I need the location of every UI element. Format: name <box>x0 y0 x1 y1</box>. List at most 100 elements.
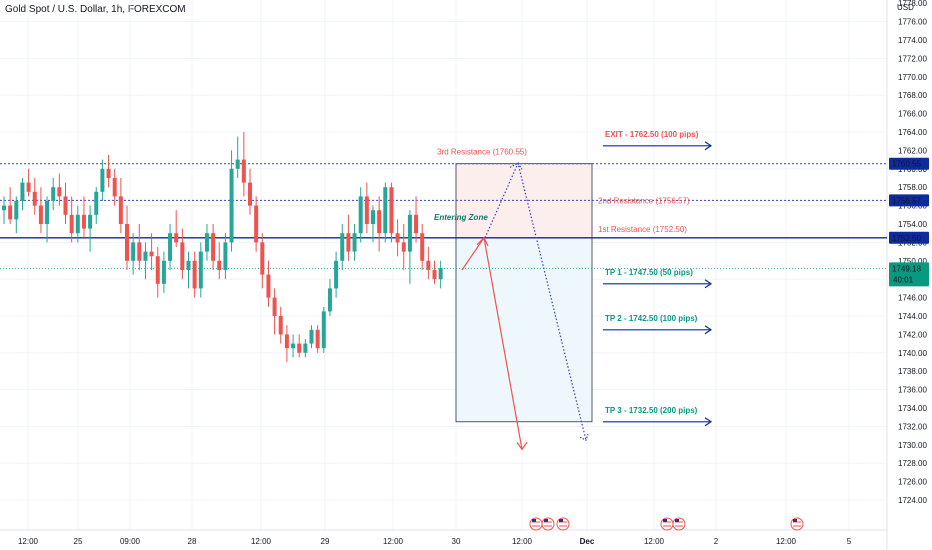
y-tick-label: 1724.00 <box>898 496 927 505</box>
candle-body <box>340 233 345 261</box>
candle-body <box>14 201 19 220</box>
candle-body <box>20 182 25 201</box>
candle-body <box>204 233 209 252</box>
label-tp3-arrow-head <box>704 417 713 427</box>
candle-body <box>180 242 185 270</box>
candle-body <box>112 178 117 197</box>
label-tp1: TP 1 - 1747.50 (50 pips) <box>605 268 693 277</box>
red-arrow-head-up <box>476 236 489 247</box>
candle-body <box>297 343 302 353</box>
x-tick-label: 12:00 <box>383 537 404 546</box>
us-flag-canton <box>532 519 536 522</box>
label-2nd-resistance: 2nd Resistance (1756.57) <box>598 196 690 205</box>
label-exit: EXIT - 1762.50 (100 pips) <box>605 130 699 139</box>
candle-body <box>81 214 86 229</box>
x-tick-label: 25 <box>74 537 83 546</box>
x-tick-label: 12:00 <box>776 537 797 546</box>
candle-body <box>57 187 62 197</box>
candle-body <box>248 182 252 206</box>
candle-body <box>186 260 191 270</box>
x-tick-label: 29 <box>321 537 330 546</box>
candle-body <box>32 191 37 206</box>
candle-body <box>8 205 13 220</box>
y-tick-label: 1742.00 <box>898 330 927 339</box>
candle-body <box>94 191 99 215</box>
y-tick-label: 1754.00 <box>898 220 927 229</box>
candle-body <box>352 233 357 252</box>
candle-body <box>364 196 369 224</box>
us-flag-canton <box>559 519 563 522</box>
candle-body <box>346 233 351 252</box>
candle-body <box>321 311 326 349</box>
x-tick-label: 28 <box>188 537 197 546</box>
candle-body <box>438 268 443 280</box>
price-tag-r2-bg <box>889 194 929 207</box>
price-tag-entry-bg <box>889 231 929 244</box>
candle-body <box>143 251 148 261</box>
y-tick-label: 1778.00 <box>898 0 927 8</box>
x-tick-label: 12:00 <box>18 537 39 546</box>
us-flag-canton <box>663 519 667 522</box>
candle-body <box>100 168 105 192</box>
candle-body <box>38 205 43 224</box>
candle-body <box>309 329 314 344</box>
us-flag-canton <box>793 519 797 522</box>
y-tick-label: 1776.00 <box>898 18 927 27</box>
x-tick-label: Dec <box>580 537 595 546</box>
y-tick-label: 1728.00 <box>898 459 927 468</box>
candle-body <box>284 334 289 349</box>
candle-body <box>63 196 68 215</box>
candle-body <box>327 288 332 312</box>
candle-body <box>161 260 166 284</box>
y-tick-label: 1766.00 <box>898 110 927 119</box>
x-tick-label: 12:00 <box>644 537 665 546</box>
x-tick-label: 12:00 <box>512 537 533 546</box>
label-tp1-arrow-head <box>704 279 713 289</box>
y-tick-label: 1744.00 <box>898 312 927 321</box>
y-tick-label: 1726.00 <box>898 478 927 487</box>
candle-body <box>155 256 160 284</box>
candle-body <box>2 205 6 211</box>
candle-body <box>358 196 363 234</box>
y-tick-label: 1764.00 <box>898 128 927 137</box>
candle-body <box>235 159 240 169</box>
label-1st-resistance: 1st Resistance (1752.50) <box>598 225 687 234</box>
y-tick-label: 1732.00 <box>898 422 927 431</box>
target-zone <box>455 237 593 423</box>
y-tick-label: 1772.00 <box>898 54 927 63</box>
price-tag-exit: 1760.55 <box>892 160 921 169</box>
y-tick-label: 1768.00 <box>898 91 927 100</box>
y-tick-label: 1774.00 <box>898 36 927 45</box>
candle-body <box>414 214 419 234</box>
candle-body <box>315 329 320 349</box>
candle-body <box>395 233 400 243</box>
candle-body <box>383 187 388 234</box>
x-tick-label: 09:00 <box>120 537 141 546</box>
x-tick-label: 12:00 <box>251 537 272 546</box>
candle-body <box>88 214 93 229</box>
candle-body <box>45 201 50 224</box>
candle-body <box>106 168 111 178</box>
candle-body <box>254 205 259 243</box>
candle-body <box>272 297 277 316</box>
candle-body <box>223 242 228 270</box>
candle-body <box>241 159 246 183</box>
candle-body <box>426 260 431 270</box>
candle-body <box>168 233 173 261</box>
candle-body <box>229 168 234 243</box>
price-tag-entry: 1752.50 <box>892 234 921 243</box>
candle-body <box>26 182 31 192</box>
y-tick-label: 1758.00 <box>898 183 927 192</box>
price-tag-exit-bg <box>889 157 929 170</box>
candle-body <box>334 260 339 289</box>
candle-body <box>192 260 197 289</box>
label-tp2-arrow-head <box>704 325 713 335</box>
y-tick-label: 1736.00 <box>898 386 927 395</box>
dotted-arrow-head-down <box>579 434 589 442</box>
candle-body <box>389 187 394 234</box>
us-flag-canton <box>675 519 679 522</box>
candle-body <box>371 210 375 224</box>
candle-body <box>303 343 308 353</box>
us-flag-canton <box>544 519 548 522</box>
